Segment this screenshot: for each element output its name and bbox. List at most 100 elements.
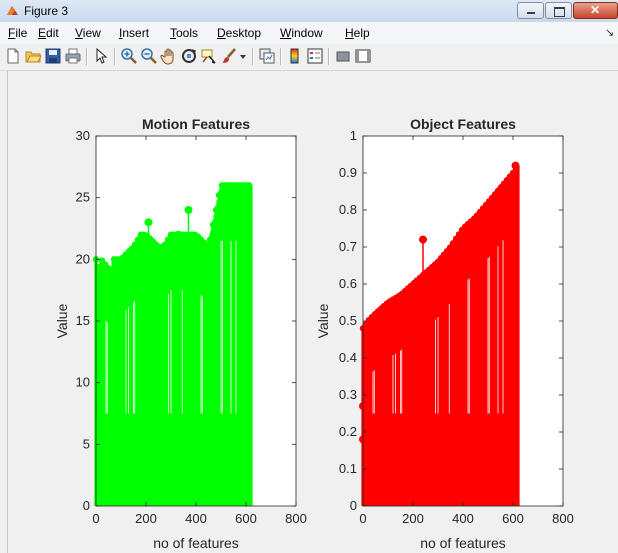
stem-marker xyxy=(131,241,139,248)
matlab-figure-icon xyxy=(7,6,18,15)
y-tick-label: 5 xyxy=(83,436,90,451)
peak-marker xyxy=(419,235,427,244)
maximize-icon xyxy=(554,7,565,17)
ylabel-motion: Value xyxy=(54,303,70,338)
menu-view[interactable]: View xyxy=(75,26,101,40)
y-tick-label: 0 xyxy=(83,498,90,513)
minimize-button[interactable] xyxy=(517,2,544,19)
menu-window[interactable]: Window xyxy=(280,26,323,40)
peak-marker xyxy=(184,206,193,214)
y-tick-label: 0.7 xyxy=(339,239,357,254)
figure-toolbar xyxy=(0,44,618,71)
y-tick-label: 0.5 xyxy=(339,313,357,328)
menu-edit[interactable]: Edit xyxy=(38,26,59,40)
stem-marker xyxy=(209,221,217,228)
stem-marker xyxy=(161,241,169,248)
new-figure-icon[interactable] xyxy=(4,47,22,65)
stem-marker xyxy=(212,206,220,214)
window-titlebar[interactable]: Figure 3 ✕ xyxy=(0,0,618,23)
stem-marker xyxy=(134,236,142,243)
maximize-button[interactable] xyxy=(545,2,572,19)
rotate-3d-icon[interactable] xyxy=(180,47,198,65)
motion-series xyxy=(92,182,253,506)
link-plot-icon[interactable] xyxy=(258,47,276,65)
y-tick-label: 15 xyxy=(76,313,90,328)
y-tick-label: 0 xyxy=(350,498,357,513)
y-tick-label: 20 xyxy=(76,251,90,266)
menu-overflow-arrow-icon[interactable]: ↘ xyxy=(605,27,615,39)
toolbar-separator xyxy=(328,48,330,65)
y-tick-label: 0.3 xyxy=(339,387,357,402)
x-tick-label: 400 xyxy=(452,511,474,526)
figure-canvas[interactable]: 0 200 400 600 800 0 5 10 15 20 25 30 Motion Feature… xyxy=(7,71,618,553)
colorbar-icon[interactable] xyxy=(286,47,304,65)
y-tick-label: 1 xyxy=(350,128,357,143)
x-tick-label: 600 xyxy=(235,511,257,526)
zoom-out-icon[interactable] xyxy=(140,47,158,65)
stem-marker xyxy=(95,266,103,273)
close-icon: ✕ xyxy=(590,3,601,17)
menu-help[interactable]: Help xyxy=(345,26,370,40)
stem-marker xyxy=(203,242,211,249)
y-tick-label: 0.2 xyxy=(339,424,357,439)
y-tick-label: 0.9 xyxy=(339,165,357,180)
zoom-in-icon[interactable] xyxy=(120,47,138,65)
chart-title-motion: Motion Features xyxy=(142,116,250,132)
data-cursor-icon[interactable] xyxy=(200,47,218,65)
xlabel-motion: no of features xyxy=(153,535,239,551)
save-icon[interactable] xyxy=(44,47,62,65)
y-tick-label: 25 xyxy=(76,190,90,205)
peak-marker xyxy=(174,230,183,239)
peak-marker xyxy=(209,230,218,239)
legend-icon[interactable] xyxy=(306,47,324,65)
toolbar-separator xyxy=(86,48,88,65)
y-tick-label: 0.8 xyxy=(339,202,357,217)
axes-object-ticks: 0 200 400 600 800 0 0.1 0.2 0.3 0.4 0.5 0.6 0.7 0.8 0.… xyxy=(339,128,574,526)
print-icon[interactable] xyxy=(64,47,82,65)
x-tick-label: 800 xyxy=(552,511,574,526)
open-file-icon[interactable] xyxy=(24,47,42,65)
ylabel-object: Value xyxy=(315,303,331,338)
x-tick-label: 600 xyxy=(502,511,524,526)
toolbar-separator xyxy=(252,48,254,65)
x-tick-label: 200 xyxy=(402,511,424,526)
select-arrow-icon[interactable] xyxy=(92,47,110,65)
y-tick-label: 30 xyxy=(76,128,90,143)
x-tick-label: 400 xyxy=(185,511,207,526)
dropdown-arrow-icon[interactable] xyxy=(238,47,248,65)
stem-marker xyxy=(164,236,172,243)
peak-marker xyxy=(144,218,153,227)
y-tick-label: 0.6 xyxy=(339,276,357,291)
stem-marker xyxy=(107,268,115,275)
menu-bar: File Edit View Insert Tools Desktop Wind… xyxy=(0,22,618,44)
stem-marker xyxy=(215,192,223,199)
peak-marker xyxy=(511,161,520,170)
axes-motion-ticks: 0 200 400 600 800 0 5 10 15 20 25 30 xyxy=(76,128,307,526)
toolbar-separator xyxy=(114,48,116,65)
object-series xyxy=(359,161,520,506)
chart-title-object: Object Features xyxy=(410,116,516,132)
axes-motion-features[interactable]: 0 200 400 600 800 0 5 10 15 20 25 30 Motion Feature… xyxy=(54,116,307,551)
hide-plot-tools-icon[interactable] xyxy=(334,47,352,65)
axes-object-features[interactable]: 0 200 400 600 800 0 0.1 0.2 0.3 0.4 0.5 0.6 0.7 0.8 0.… xyxy=(315,116,574,551)
menu-file[interactable]: File xyxy=(8,26,28,40)
y-tick-label: 10 xyxy=(76,375,90,390)
close-button[interactable]: ✕ xyxy=(573,2,618,19)
x-tick-label: 200 xyxy=(135,511,157,526)
xlabel-object: no of features xyxy=(420,535,506,551)
menu-tools[interactable]: Tools xyxy=(170,26,199,40)
y-tick-label: 0.1 xyxy=(339,461,357,476)
menu-insert[interactable]: Insert xyxy=(119,26,150,40)
brush-icon[interactable] xyxy=(220,47,238,65)
x-tick-label: 0 xyxy=(92,511,99,526)
toolbar-separator xyxy=(280,48,282,65)
menu-desktop[interactable]: Desktop xyxy=(217,26,262,40)
x-tick-label: 0 xyxy=(359,511,366,526)
x-tick-label: 800 xyxy=(285,511,307,526)
show-plot-tools-icon[interactable] xyxy=(354,47,372,65)
stem-marker xyxy=(245,182,253,189)
pan-hand-icon[interactable] xyxy=(160,47,178,65)
peak-marker xyxy=(244,366,253,375)
minimize-icon xyxy=(527,12,535,14)
